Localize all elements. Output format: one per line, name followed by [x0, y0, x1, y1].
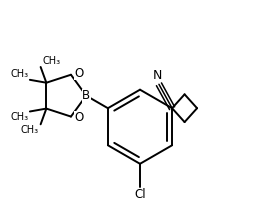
Text: O: O [74, 67, 83, 80]
Text: CH₃: CH₃ [21, 125, 39, 135]
Text: N: N [153, 69, 162, 82]
Text: O: O [74, 111, 83, 124]
Text: CH₃: CH₃ [10, 69, 28, 79]
Text: CH₃: CH₃ [10, 112, 28, 123]
Text: B: B [82, 89, 90, 102]
Text: CH₃: CH₃ [42, 56, 60, 66]
Text: Cl: Cl [134, 189, 146, 202]
